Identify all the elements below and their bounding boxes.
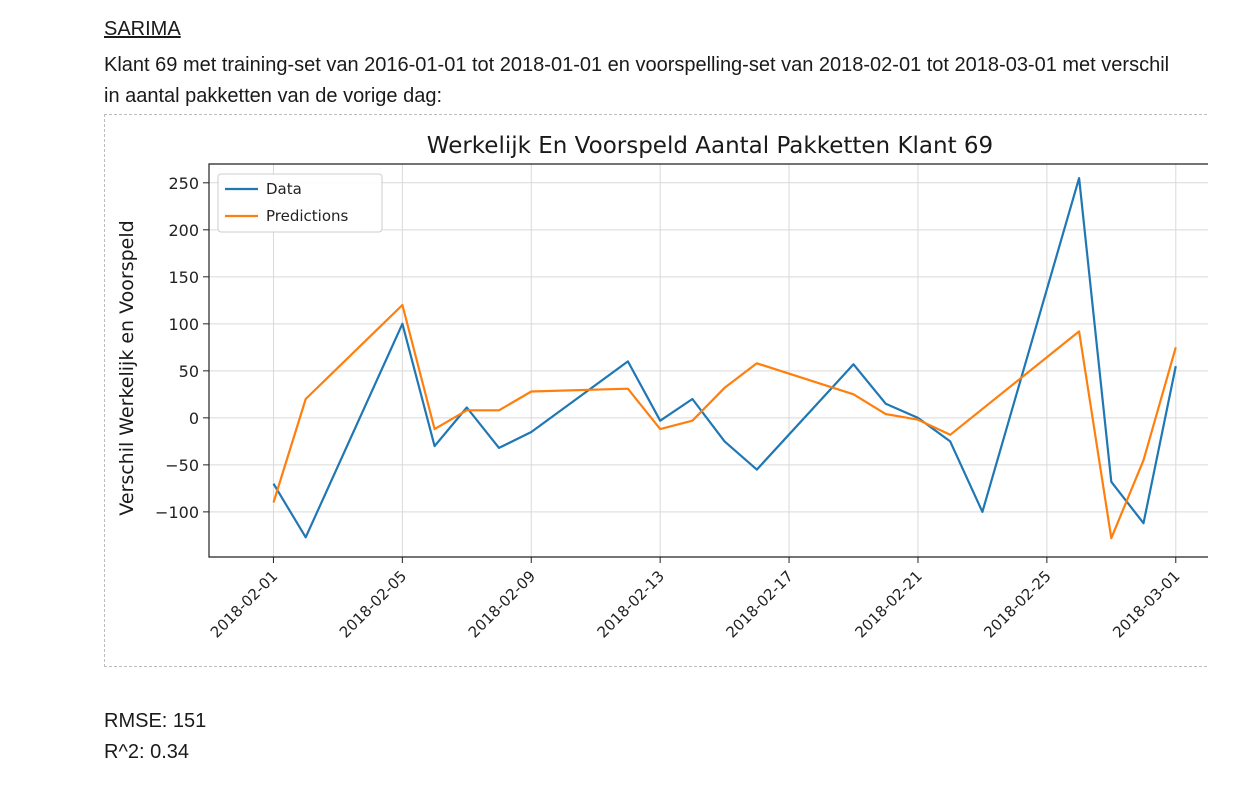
y-tick-label: 50 bbox=[179, 362, 199, 381]
chart-frame bbox=[104, 114, 1207, 667]
metrics: RMSE: 151 R^2: 0.34 bbox=[104, 706, 206, 768]
x-tick-label: 2018-02-01 bbox=[207, 567, 281, 641]
legend: Data Predictions bbox=[217, 173, 383, 233]
x-tick-label: 2018-02-17 bbox=[723, 567, 797, 641]
x-tick-label: 2018-02-13 bbox=[594, 567, 668, 641]
r2-value: R^2: 0.34 bbox=[104, 741, 189, 763]
chart-title: Werkelijk En Voorspeld Aantal Pakketten … bbox=[427, 133, 993, 159]
axes: −100 −50 0 50 100 150 200 250 2018-02-01 2018-02-… bbox=[155, 163, 1208, 641]
grid bbox=[209, 164, 1208, 557]
series-line-predictions bbox=[272, 303, 1177, 540]
rmse-value: RMSE: 151 bbox=[104, 710, 207, 732]
x-tick-label: 2018-02-21 bbox=[851, 567, 925, 641]
x-tick-label: 2018-02-05 bbox=[336, 567, 410, 641]
series-line-data bbox=[272, 177, 1177, 539]
x-tick-label: 2018-03-01 bbox=[1109, 567, 1183, 641]
section-heading: SARIMA bbox=[104, 18, 181, 40]
y-tick-label: 200 bbox=[168, 221, 199, 240]
y-tick-label: −100 bbox=[155, 503, 199, 522]
y-tick-label: −50 bbox=[165, 456, 199, 475]
y-tick-label: 0 bbox=[189, 409, 199, 428]
y-axis-label: Verschil Werkelijk en Voorspeld bbox=[116, 220, 138, 515]
y-tick-label: 150 bbox=[168, 268, 199, 287]
x-tick-label: 2018-02-25 bbox=[980, 567, 1054, 641]
y-tick-label: 100 bbox=[168, 315, 199, 334]
legend-label-data: Data bbox=[266, 180, 302, 198]
y-tick-label: 250 bbox=[168, 174, 199, 193]
chart-description: Klant 69 met training-set van 2016-01-01… bbox=[104, 54, 1170, 107]
series-layer bbox=[272, 177, 1177, 540]
axes-frame bbox=[208, 163, 1208, 558]
legend-label-predictions: Predictions bbox=[266, 207, 349, 225]
x-tick-label: 2018-02-09 bbox=[465, 567, 539, 641]
legend-box bbox=[217, 173, 383, 233]
